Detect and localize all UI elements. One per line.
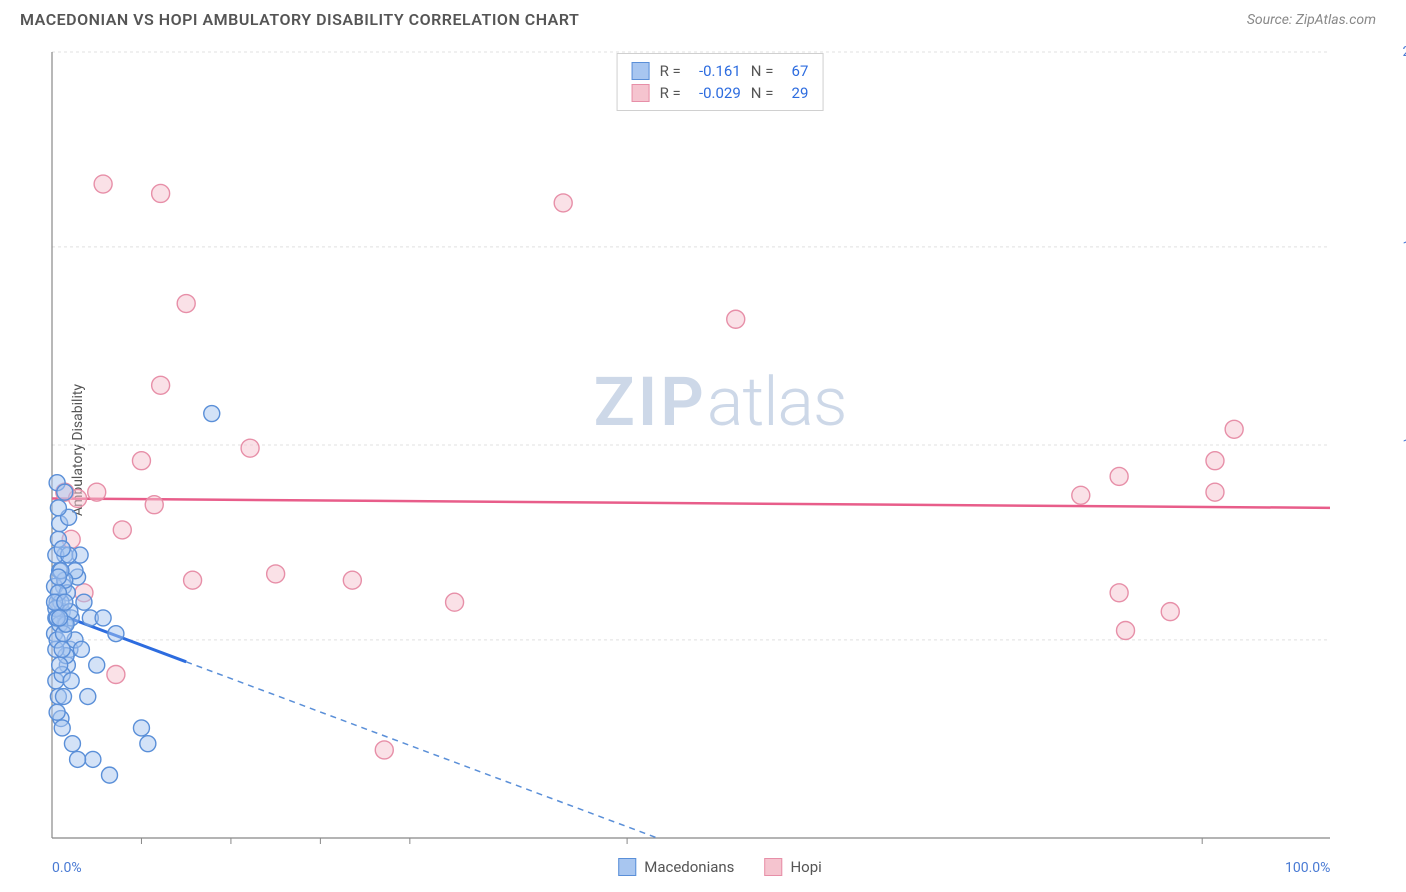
y-tick-label: 12.5% <box>1390 437 1406 453</box>
chart-title: MACEDONIAN VS HOPI AMBULATORY DISABILITY… <box>20 10 579 29</box>
legend-item-hopi: Hopi <box>764 858 821 876</box>
swatch-hopi-icon <box>764 858 782 876</box>
legend-label-hopi: Hopi <box>790 858 821 876</box>
x-tick-label: 0.0% <box>52 860 82 876</box>
chart-container: Ambulatory Disability ZIPatlas 6.3%12.5%… <box>50 50 1390 850</box>
n-value-macedonians: 67 <box>783 60 808 82</box>
scatter-plot <box>50 50 1390 850</box>
y-tick-label: 18.8% <box>1390 239 1406 255</box>
r-label: R = <box>660 60 681 82</box>
stat-legend: R = -0.161 N = 67 R = -0.029 N = 29 <box>617 53 824 111</box>
x-tick-label: 100.0% <box>1285 860 1330 876</box>
swatch-hopi <box>632 84 650 102</box>
r-label: R = <box>660 82 681 104</box>
source-label: Source: ZipAtlas.com <box>1247 12 1376 28</box>
y-tick-label: 25.0% <box>1390 44 1406 60</box>
swatch-macedonians-icon <box>618 858 636 876</box>
bottom-legend: Macedonians Hopi <box>618 858 822 876</box>
n-value-hopi: 29 <box>783 82 808 104</box>
n-label: N = <box>751 60 774 82</box>
legend-item-macedonians: Macedonians <box>618 858 734 876</box>
swatch-macedonians <box>632 62 650 80</box>
stat-legend-row-hopi: R = -0.029 N = 29 <box>632 82 809 104</box>
y-tick-label: 6.3% <box>1390 632 1406 648</box>
r-value-hopi: -0.029 <box>691 82 741 104</box>
r-value-macedonians: -0.161 <box>691 60 741 82</box>
stat-legend-row-macedonians: R = -0.161 N = 67 <box>632 60 809 82</box>
legend-label-macedonians: Macedonians <box>644 858 734 876</box>
n-label: N = <box>751 82 774 104</box>
